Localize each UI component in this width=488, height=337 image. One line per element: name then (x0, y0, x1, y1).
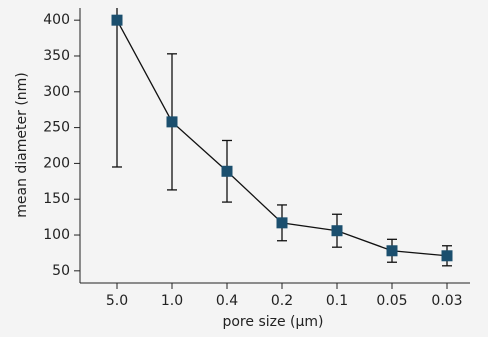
marker (276, 217, 288, 229)
x-tick-label: 0.1 (326, 293, 348, 309)
y-tick-label: 250 (43, 120, 70, 136)
y-tick-label: 350 (43, 48, 70, 64)
x-tick-label: 5.0 (106, 293, 128, 309)
plot-area (111, 8, 453, 267)
marker (386, 245, 398, 257)
marker (166, 116, 178, 128)
y-tick-label: 400 (43, 12, 70, 28)
marker (221, 165, 233, 177)
x-tick-label: 0.4 (216, 293, 238, 309)
x-tick-label: 0.2 (271, 293, 293, 309)
y-tick-label: 50 (52, 263, 70, 279)
x-tick-label: 0.03 (431, 293, 462, 309)
y-axis-label: mean diameter (nm) (14, 72, 30, 218)
x-tick-label: 1.0 (161, 293, 183, 309)
x-tick-label: 0.05 (376, 293, 407, 309)
y-tick-label: 300 (43, 84, 70, 100)
y-tick-label: 200 (43, 155, 70, 171)
marker (331, 225, 343, 237)
marker (441, 250, 453, 262)
x-axis-label: pore size (µm) (222, 314, 323, 330)
y-tick-label: 100 (43, 227, 70, 243)
marker (111, 14, 123, 26)
y-tick-label: 150 (43, 191, 70, 207)
